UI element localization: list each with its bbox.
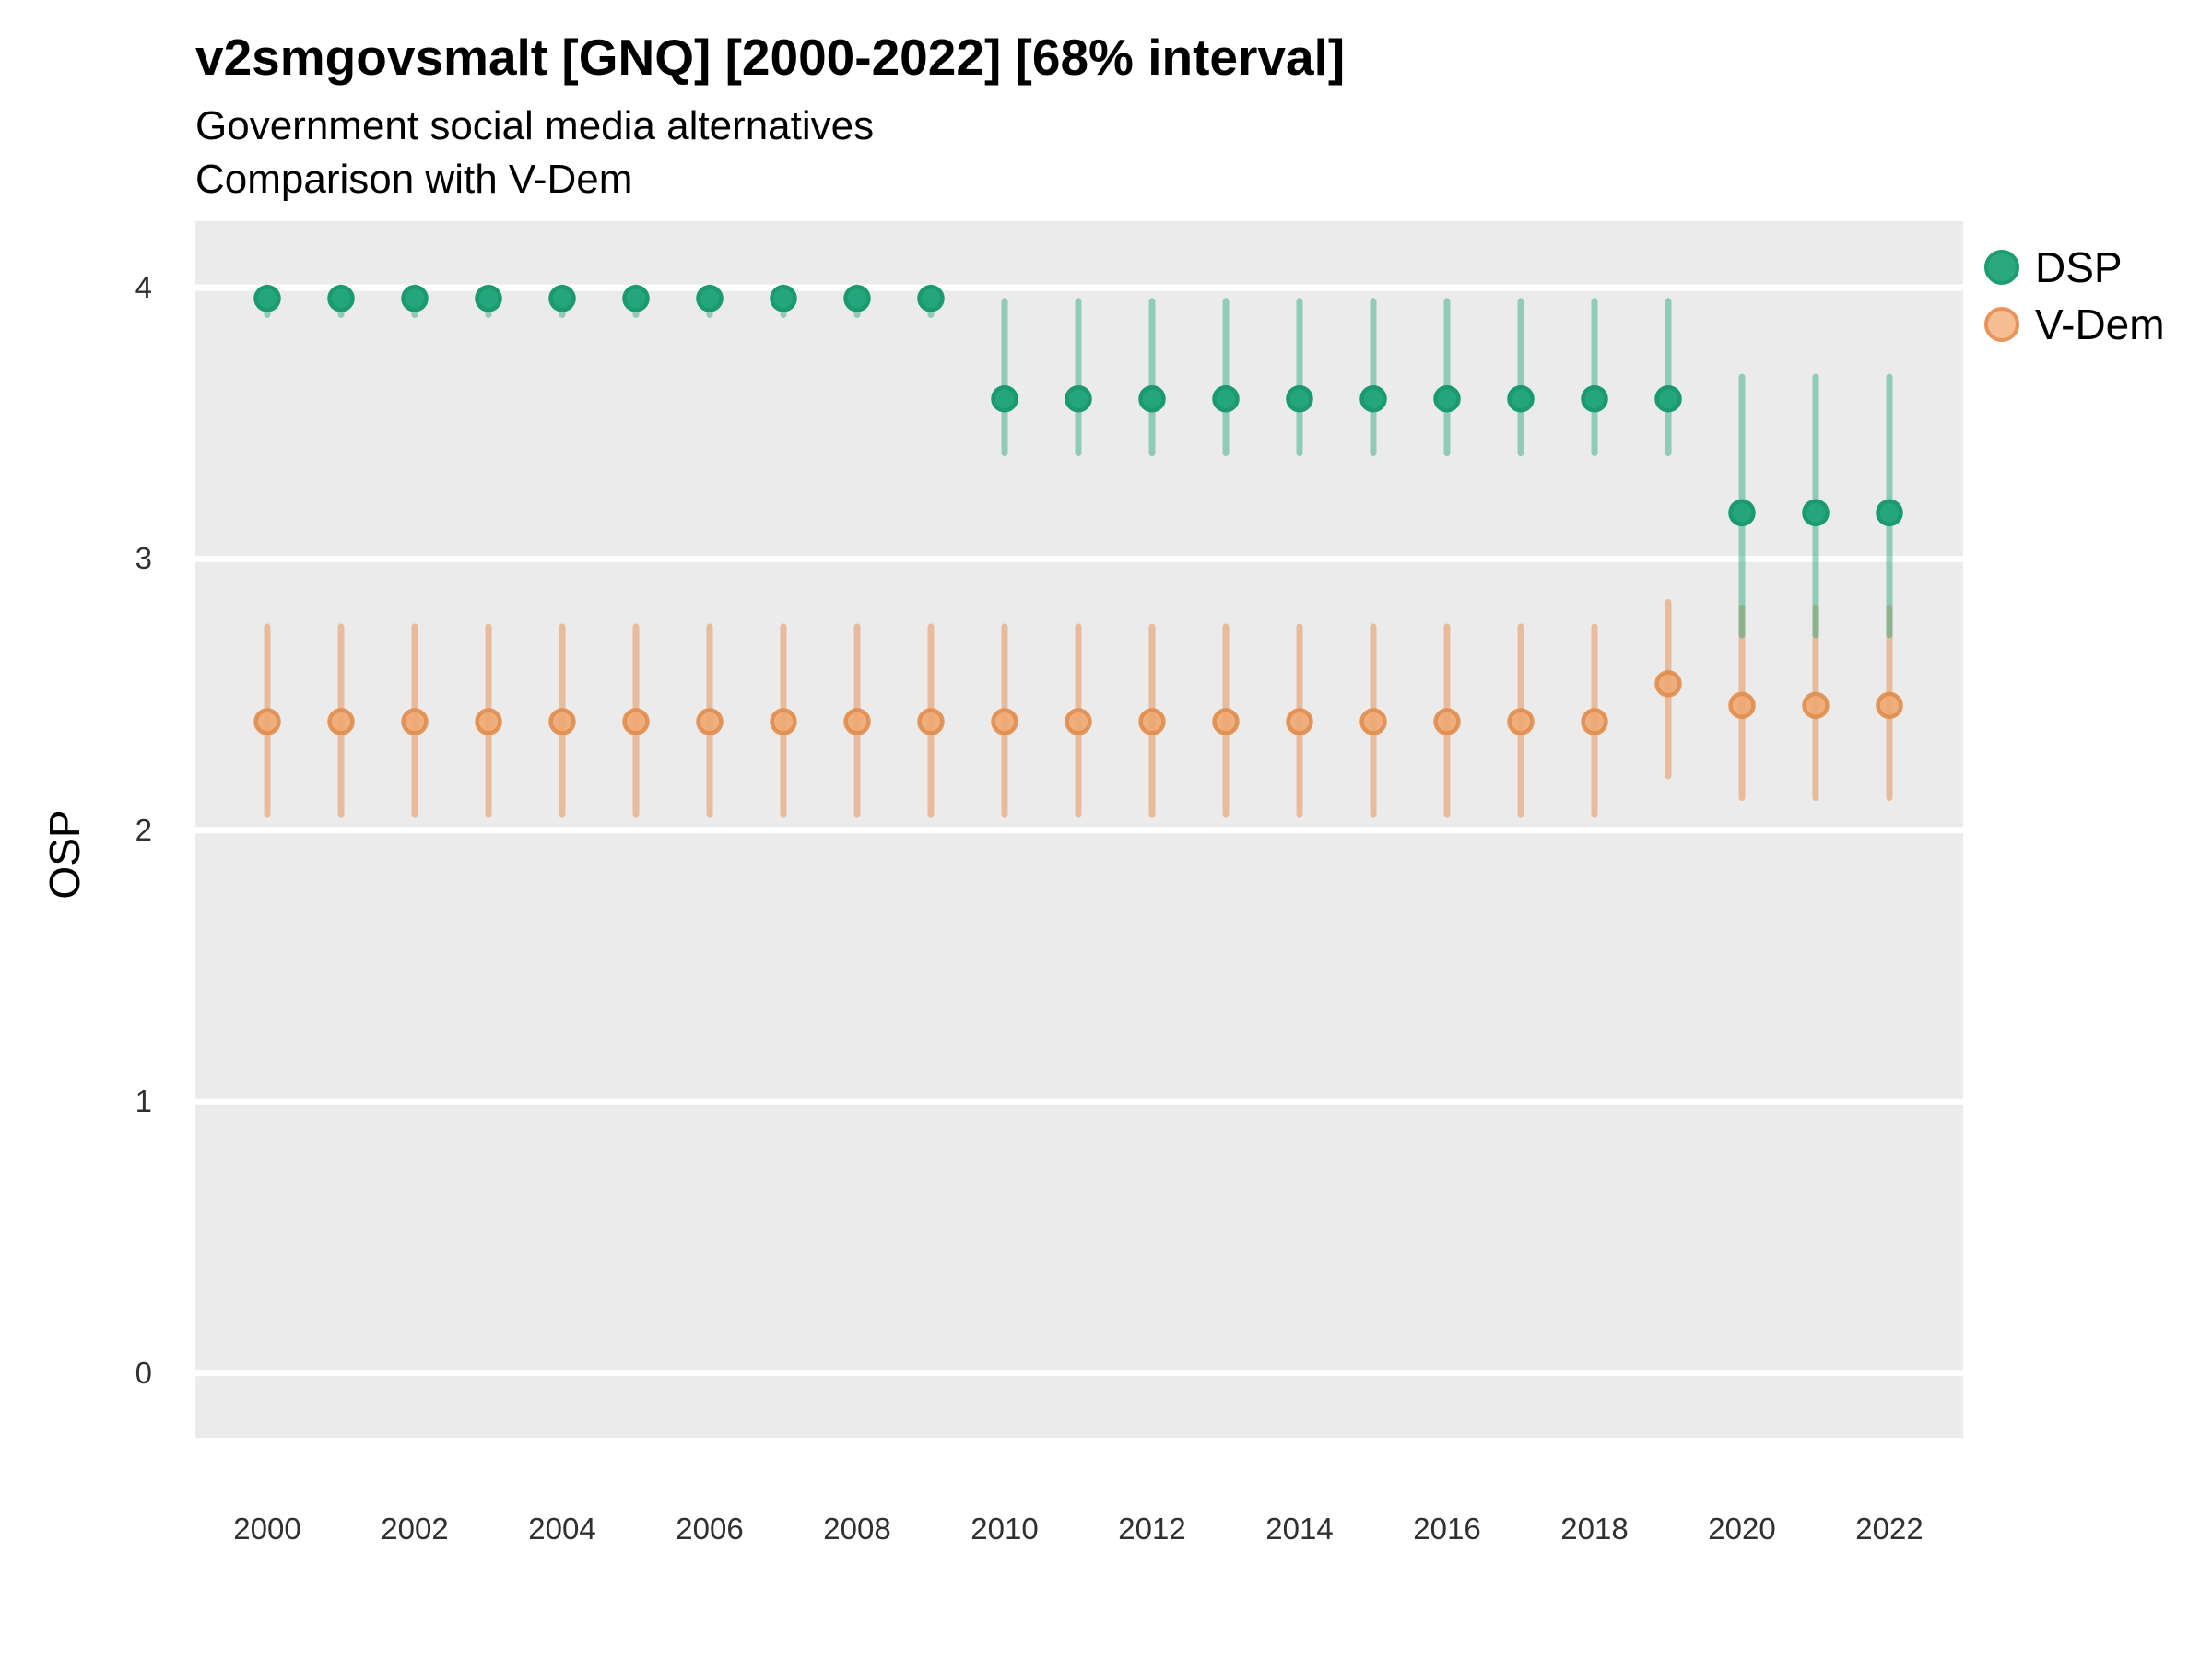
data-point bbox=[327, 708, 355, 735]
data-point bbox=[327, 285, 355, 312]
data-point bbox=[1581, 384, 1608, 413]
data-point bbox=[1802, 499, 1830, 527]
data-point bbox=[1286, 708, 1313, 735]
data-point bbox=[917, 285, 945, 312]
x-axis-tick-label: 2002 bbox=[381, 1512, 449, 1546]
data-point bbox=[1286, 384, 1313, 413]
data-point bbox=[1581, 708, 1608, 735]
y-axis-tick-label: 0 bbox=[135, 1355, 152, 1390]
chart-subtitle-2: Comparison with V-Dem bbox=[195, 157, 633, 202]
data-point bbox=[843, 285, 871, 312]
x-axis-tick-label: 2022 bbox=[1855, 1512, 1924, 1546]
y-axis-tick-label: 2 bbox=[135, 812, 152, 847]
legend-marker-vdem-icon bbox=[1984, 307, 2019, 342]
data-point bbox=[1138, 708, 1166, 735]
x-axis-tick-label: 2000 bbox=[233, 1512, 301, 1546]
data-point bbox=[548, 708, 576, 735]
data-point bbox=[1654, 670, 1682, 698]
data-point bbox=[991, 384, 1018, 413]
data-point bbox=[1212, 708, 1240, 735]
data-point bbox=[1876, 499, 1903, 527]
data-point bbox=[1728, 691, 1756, 720]
data-point bbox=[1433, 384, 1461, 413]
data-point bbox=[770, 708, 797, 735]
chart-title: v2smgovsmalt [GNQ] [2000-2022] [68% inte… bbox=[195, 29, 1346, 86]
data-point bbox=[1433, 708, 1461, 735]
data-point bbox=[253, 708, 281, 735]
y-axis-tick-label: 4 bbox=[135, 270, 152, 304]
data-point bbox=[917, 708, 945, 735]
data-point bbox=[622, 708, 650, 735]
data-point bbox=[622, 285, 650, 312]
data-point bbox=[1728, 499, 1756, 527]
x-axis-tick-label: 2012 bbox=[1118, 1512, 1186, 1546]
data-point bbox=[770, 285, 797, 312]
data-point bbox=[1802, 691, 1830, 720]
data-point bbox=[548, 285, 576, 312]
data-point bbox=[401, 708, 429, 735]
legend: DSP V-Dem bbox=[1982, 245, 2165, 347]
data-point bbox=[1065, 708, 1092, 735]
data-point bbox=[1065, 384, 1092, 413]
legend-item-dsp: DSP bbox=[1982, 245, 2165, 289]
data-point bbox=[1507, 708, 1535, 735]
x-axis-tick-label: 2006 bbox=[676, 1512, 744, 1546]
data-point bbox=[1876, 691, 1903, 720]
data-point bbox=[696, 708, 724, 735]
data-point bbox=[475, 708, 502, 735]
data-point bbox=[475, 285, 502, 312]
data-point bbox=[696, 285, 724, 312]
data-point bbox=[1138, 384, 1166, 413]
y-axis-tick-label: 1 bbox=[135, 1084, 152, 1119]
data-point bbox=[843, 708, 871, 735]
x-axis-tick-label: 2008 bbox=[823, 1512, 891, 1546]
x-axis-tick-label: 2018 bbox=[1560, 1512, 1629, 1546]
data-point bbox=[991, 708, 1018, 735]
legend-marker-dsp-icon bbox=[1984, 250, 2019, 285]
points-vdem bbox=[253, 670, 1903, 735]
data-point bbox=[1507, 384, 1535, 413]
data-point bbox=[1359, 708, 1387, 735]
x-axis-tick-label: 2004 bbox=[528, 1512, 596, 1546]
x-axis-tick-label: 2010 bbox=[971, 1512, 1039, 1546]
data-point bbox=[253, 285, 281, 312]
y-axis-tick-label: 3 bbox=[135, 541, 152, 576]
chart-subtitle: Government social media alternatives bbox=[195, 103, 875, 148]
y-axis-title: OSP bbox=[41, 809, 88, 900]
data-point bbox=[1359, 384, 1387, 413]
data-point bbox=[401, 285, 429, 312]
x-axis-tick-label: 2014 bbox=[1265, 1512, 1334, 1546]
data-point bbox=[1654, 384, 1682, 413]
legend-item-vdem: V-Dem bbox=[1982, 302, 2165, 347]
legend-label-vdem: V-Dem bbox=[2035, 300, 2165, 348]
x-axis-tick-label: 2020 bbox=[1708, 1512, 1776, 1546]
legend-label-dsp: DSP bbox=[2035, 243, 2123, 291]
points-dsp bbox=[253, 285, 1903, 527]
data-point bbox=[1212, 384, 1240, 413]
x-axis-tick-label: 2016 bbox=[1413, 1512, 1481, 1546]
